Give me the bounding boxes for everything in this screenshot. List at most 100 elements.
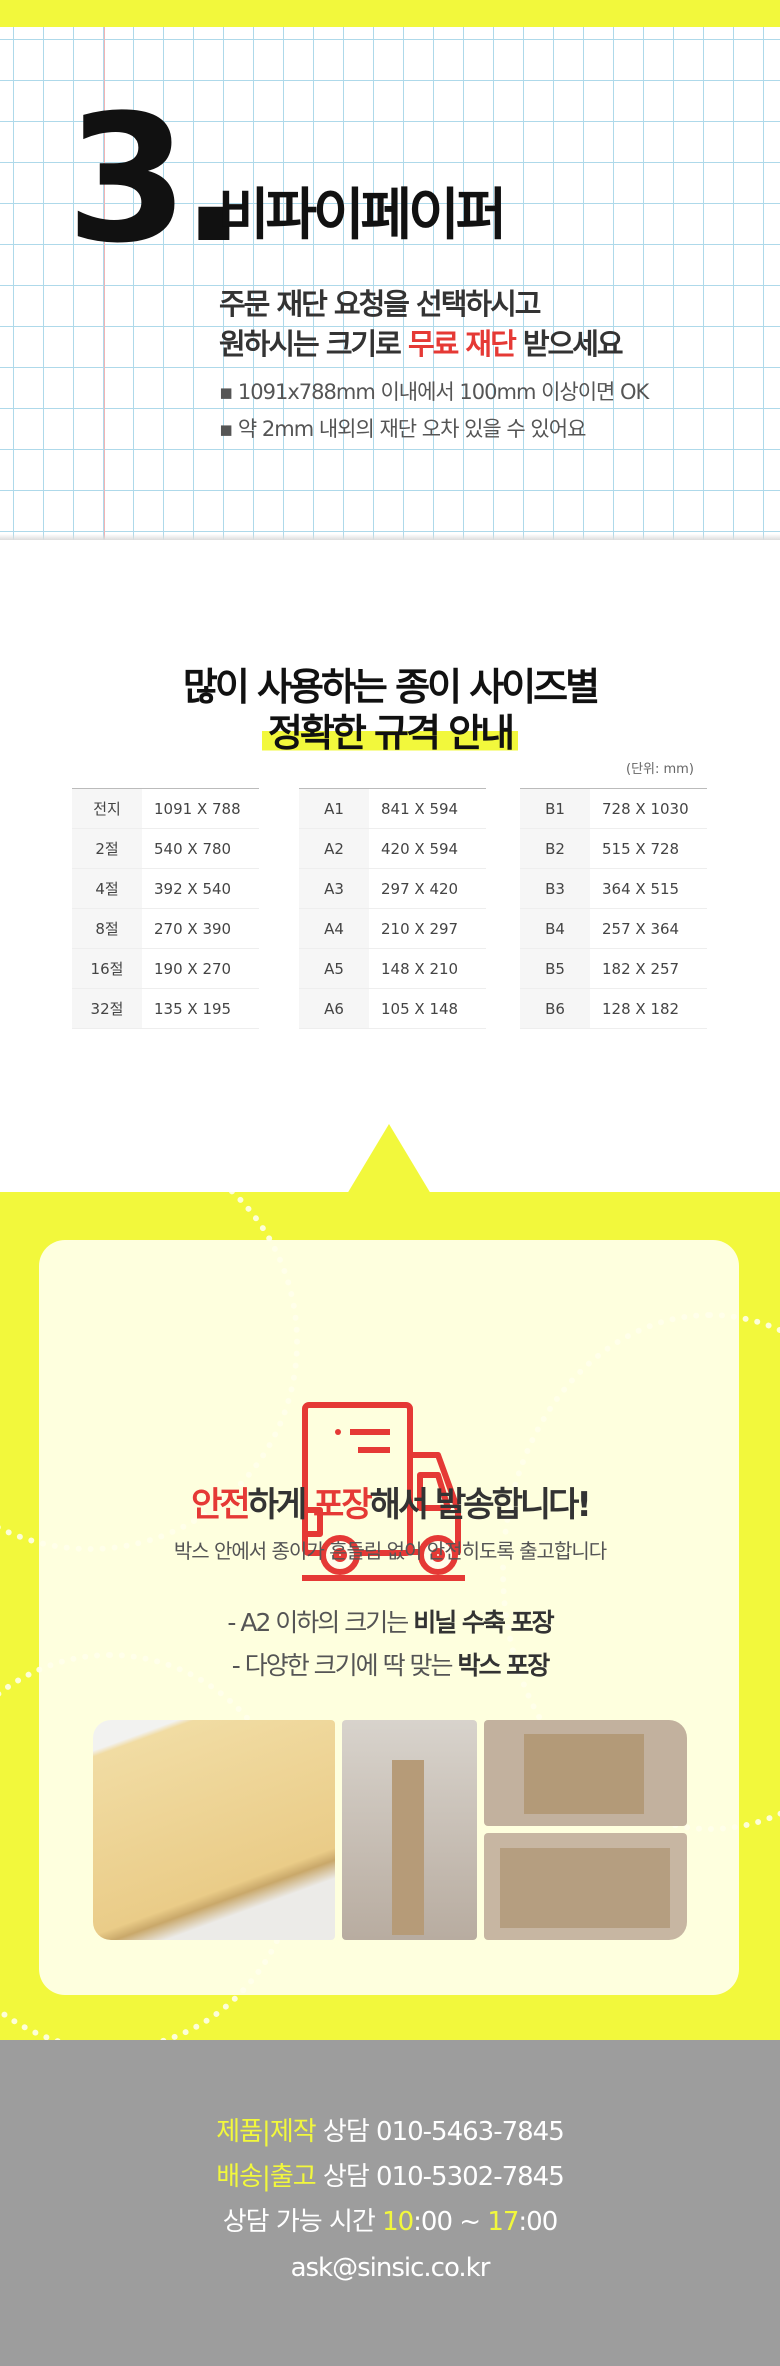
subtitle-line-1: 주문 재단 요청을 선택하시고	[219, 287, 541, 321]
product-title: 비파이페이퍼	[218, 183, 507, 248]
contact-email[interactable]: ask@sinsic.co.kr	[290, 2253, 491, 2283]
contact-production: 제품|제작 상담 010-5463-7845	[0, 2119, 780, 2145]
size-name: 2절	[72, 828, 142, 869]
size-row: B6 128 X 182	[520, 988, 707, 1029]
size-name: A3	[299, 868, 369, 909]
size-row: 32절 135 X 195	[72, 988, 259, 1029]
size-dimensions: 515 X 728	[590, 828, 707, 869]
size-row: A1 841 X 594	[299, 788, 486, 829]
section-number: 3.	[66, 77, 247, 282]
size-dimensions: 182 X 257	[590, 948, 707, 989]
box-shape	[392, 1760, 424, 1935]
hours-text: 상담 가능 시간	[222, 2207, 383, 2237]
photo-paper-stack	[93, 1720, 335, 1940]
photo-flat-box	[484, 1833, 687, 1940]
bullet-2: ▪ 약 2mm 내외의 재단 오차 있을 수 있어요	[219, 417, 586, 441]
heading-red: 안전	[191, 1485, 251, 1525]
size-name: 4절	[72, 868, 142, 909]
contact-label: 배송|출고	[216, 2162, 316, 2192]
size-row: B1 728 X 1030	[520, 788, 707, 829]
shipping-description: 박스 안에서 종이가 흔들림 없이 안전히도록 출고합니다	[173, 1539, 607, 1563]
packing-line-2: - 다양한 크기에 딱 맞는 박스 포장	[0, 1653, 780, 1678]
packing-text: - A2 이하의 크기는	[227, 1608, 414, 1637]
size-name: A6	[299, 988, 369, 1029]
top-yellow-band	[0, 0, 780, 27]
hours-text: :00 ~	[413, 2207, 488, 2237]
packing-line-1: - A2 이하의 크기는 비닐 수축 포장	[0, 1610, 780, 1635]
photo-tube-box	[342, 1720, 477, 1940]
size-dimensions: 135 X 195	[142, 988, 259, 1029]
size-row: B3 364 X 515	[520, 868, 707, 909]
free-cut-highlight: 무료 재단	[407, 327, 517, 361]
size-name: B3	[520, 868, 590, 909]
size-name: 8절	[72, 908, 142, 949]
size-name: 32절	[72, 988, 142, 1029]
sizes-subtitle: 정확한 규격 안내	[0, 711, 780, 755]
size-dimensions: 148 X 210	[369, 948, 486, 989]
size-dimensions: 364 X 515	[590, 868, 707, 909]
size-row: A2 420 X 594	[299, 828, 486, 869]
subtitle-text: 원하시는 크기로	[219, 327, 408, 361]
box-shape	[524, 1734, 644, 1814]
size-dimensions: 210 X 297	[369, 908, 486, 949]
delivery-truck-icon	[302, 1402, 465, 1581]
size-table-b: B1 728 X 1030 B2 515 X 728 B3 364 X 515 B4 257 …	[520, 788, 707, 1029]
sizes-title: 많이 사용하는 종이 사이즈별	[182, 665, 600, 709]
size-row: A4 210 X 297	[299, 908, 486, 949]
packing-text: - 다양한 크기에 딱 맞는	[231, 1651, 458, 1680]
subtitle-text: 받으세요	[514, 327, 624, 361]
contact-phone[interactable]: 상담 010-5302-7845	[315, 2162, 565, 2192]
hours-text: :00	[518, 2207, 558, 2237]
contact-footer	[0, 2040, 780, 2366]
size-dimensions: 270 X 390	[142, 908, 259, 949]
size-dimensions: 128 X 182	[590, 988, 707, 1029]
size-dimensions: 190 X 270	[142, 948, 259, 989]
size-row: 4절 392 X 540	[72, 868, 259, 909]
business-hours: 상담 가능 시간 10:00 ~ 17:00	[0, 2209, 780, 2235]
size-name: A5	[299, 948, 369, 989]
size-row: B2 515 X 728	[520, 828, 707, 869]
size-row: 8절 270 X 390	[72, 908, 259, 949]
pointer-triangle	[347, 1124, 431, 1194]
size-row: 16절 190 X 270	[72, 948, 259, 989]
heading-red: 포장	[313, 1485, 373, 1525]
paper-shadow	[0, 534, 780, 540]
size-dimensions: 392 X 540	[142, 868, 259, 909]
size-dimensions: 297 X 420	[369, 868, 486, 909]
heading-text: 해서 발송합니다!	[369, 1485, 592, 1525]
size-dimensions: 1091 X 788	[142, 788, 259, 829]
size-row: A5 148 X 210	[299, 948, 486, 989]
grid-paper-background	[0, 27, 780, 540]
size-table-a: A1 841 X 594 A2 420 X 594 A3 297 X 420 A4 210 X…	[299, 788, 486, 1029]
heading-text: 하게	[247, 1485, 314, 1525]
size-row: A6 105 X 148	[299, 988, 486, 1029]
size-row: 2절 540 X 780	[72, 828, 259, 869]
contact-phone[interactable]: 상담 010-5463-7845	[315, 2117, 565, 2147]
size-row: B5 182 X 257	[520, 948, 707, 989]
size-name: A4	[299, 908, 369, 949]
size-dimensions: 841 X 594	[369, 788, 486, 829]
subtitle-line-2: 원하시는 크기로 무료 재단 받으세요	[219, 326, 624, 364]
size-name: A1	[299, 788, 369, 829]
hours-highlight: 17	[487, 2207, 519, 2237]
shipping-heading: 안전하게 포장해서 발송합니다!	[0, 1488, 780, 1522]
size-row: A3 297 X 420	[299, 868, 486, 909]
hours-highlight: 10	[382, 2207, 414, 2237]
contact-shipping: 배송|출고 상담 010-5302-7845	[0, 2164, 780, 2190]
size-dimensions: 420 X 594	[369, 828, 486, 869]
size-name: 전지	[72, 788, 142, 829]
size-name: B2	[520, 828, 590, 869]
bullet-1: ▪ 1091x788mm 이내에서 100mm 이상이면 OK	[219, 380, 649, 404]
packing-bold: 비닐 수축 포장	[413, 1608, 554, 1637]
size-dimensions: 540 X 780	[142, 828, 259, 869]
margin-line	[104, 27, 105, 540]
size-name: B1	[520, 788, 590, 829]
size-dimensions: 105 X 148	[369, 988, 486, 1029]
size-name: B4	[520, 908, 590, 949]
packing-bold: 박스 포장	[457, 1651, 551, 1680]
packaging-photos	[93, 1720, 687, 1940]
photo-carton-box	[484, 1720, 687, 1826]
box-shape	[500, 1848, 670, 1928]
contact-label: 제품|제작	[216, 2117, 316, 2147]
size-name: B6	[520, 988, 590, 1029]
